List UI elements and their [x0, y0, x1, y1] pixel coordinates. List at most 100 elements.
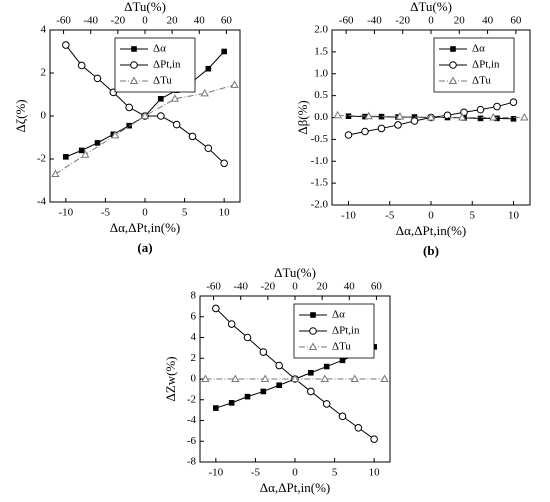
marker	[131, 46, 137, 52]
y-tick-label: -2	[187, 393, 196, 405]
marker	[370, 435, 378, 443]
x2-tick-label: -40	[233, 281, 248, 293]
marker	[333, 110, 342, 119]
marker	[310, 312, 316, 318]
series-line	[55, 84, 235, 175]
x2-tick-label: -20	[395, 15, 410, 27]
x2-tick-label: 60	[221, 15, 233, 27]
marker	[201, 374, 210, 382]
marker	[307, 387, 315, 396]
marker	[320, 374, 330, 382]
x-tick-label: 5	[332, 467, 338, 479]
x-tick-label: -5	[101, 207, 111, 219]
y-tick-label: -6	[187, 435, 197, 447]
marker	[377, 124, 386, 133]
x2-tick-label: -60	[56, 15, 71, 27]
marker	[51, 169, 60, 178]
marker	[290, 374, 300, 382]
legend-label: ΔTu	[472, 75, 491, 87]
x2-axis-label: ΔTu(%)	[274, 265, 316, 280]
marker	[476, 105, 485, 114]
marker	[344, 131, 353, 139]
x2-tick-label: 60	[510, 15, 522, 27]
marker	[378, 113, 385, 120]
y-tick-label: 2	[191, 352, 197, 364]
marker	[276, 382, 282, 389]
marker	[345, 113, 352, 119]
caption: (a)	[137, 240, 152, 255]
y-tick-label: -0.5	[311, 133, 329, 145]
x-tick-label: 5	[470, 210, 476, 222]
marker	[309, 327, 317, 335]
x2-axis-label: ΔTu(%)	[124, 0, 166, 14]
marker	[338, 412, 347, 421]
marker	[228, 400, 235, 406]
marker	[93, 74, 102, 83]
marker	[520, 112, 529, 121]
marker	[213, 405, 219, 411]
y-tick-label: -2.0	[311, 199, 329, 211]
marker	[212, 304, 220, 313]
y-tick-label: -4	[37, 196, 47, 208]
x2-tick-label: 20	[454, 15, 466, 27]
marker	[350, 374, 359, 382]
x2-tick-label: -20	[111, 15, 126, 27]
marker	[259, 348, 268, 356]
marker	[243, 333, 252, 342]
x-tick-label: -5	[251, 467, 261, 479]
marker	[394, 121, 402, 129]
marker	[244, 393, 251, 400]
marker	[129, 76, 139, 84]
y-tick-label: 4	[191, 331, 197, 343]
marker	[411, 114, 418, 120]
marker	[477, 115, 484, 122]
x-tick-label: -10	[208, 467, 223, 479]
y-tick-label: 2	[41, 67, 47, 79]
marker	[63, 154, 69, 160]
marker	[449, 61, 457, 69]
legend-label: ΔPt,in	[472, 59, 500, 71]
x-axis-label: Δα,ΔPt,in(%)	[260, 480, 330, 495]
x-tick-label: 5	[182, 207, 188, 219]
x2-tick-label: -40	[367, 15, 382, 27]
marker	[323, 363, 330, 370]
x-tick-label: 10	[219, 207, 231, 219]
marker	[362, 113, 368, 120]
caption: (b)	[423, 243, 439, 258]
marker	[510, 116, 517, 122]
legend-label: Δα	[153, 43, 166, 55]
x2-tick-label: 60	[371, 281, 383, 293]
marker	[205, 65, 212, 72]
marker	[443, 111, 452, 120]
legend-label: ΔTu	[153, 75, 172, 87]
marker	[81, 150, 90, 158]
y-tick-label: 4	[41, 24, 47, 36]
y-tick-label: 2.0	[314, 24, 328, 36]
marker	[260, 374, 270, 382]
marker	[204, 144, 213, 153]
x2-tick-label: -60	[339, 15, 354, 27]
marker	[231, 374, 240, 382]
marker	[493, 102, 501, 111]
x-tick-label: 0	[292, 467, 298, 479]
x-tick-label: 0	[142, 207, 148, 219]
x-tick-label: -10	[58, 207, 73, 219]
marker	[448, 76, 458, 84]
legend-label: ΔPt,in	[153, 59, 181, 71]
x2-tick-label: 40	[482, 15, 494, 27]
marker	[426, 112, 436, 121]
legend-label: Δα	[472, 43, 485, 55]
marker	[62, 41, 70, 49]
x-tick-label: 0	[428, 210, 434, 222]
y-tick-label: 6	[191, 310, 197, 322]
x-tick-label: -10	[341, 210, 356, 222]
marker	[78, 147, 85, 154]
marker	[410, 117, 419, 125]
marker	[308, 342, 318, 350]
x-tick-label: 10	[369, 467, 381, 479]
marker	[509, 98, 518, 106]
x2-tick-label: 20	[317, 281, 329, 293]
y-tick-label: 8	[191, 290, 197, 302]
marker	[364, 111, 373, 120]
x2-tick-label: -60	[206, 281, 221, 293]
